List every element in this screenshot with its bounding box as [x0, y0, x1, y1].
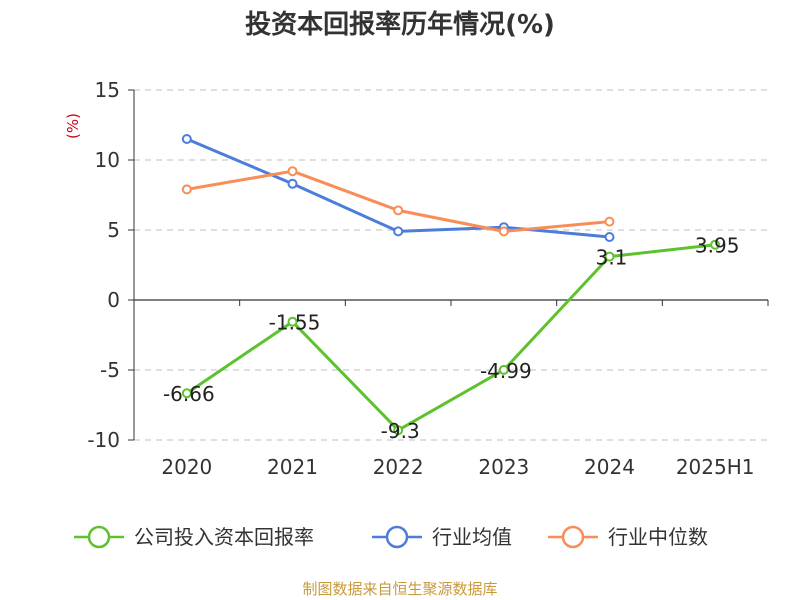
x-tick-label: 2022: [373, 455, 424, 479]
legend-label: 公司投入资本回报率: [134, 525, 314, 549]
data-point[interactable]: [287, 178, 298, 189]
series-line-0: [185, 243, 716, 432]
data-point[interactable]: [393, 425, 404, 436]
data-point[interactable]: [393, 226, 404, 237]
y-tick-label: -5: [100, 358, 120, 382]
data-point[interactable]: [604, 216, 615, 227]
legend-label: 行业均值: [432, 525, 512, 549]
data-point[interactable]: [287, 166, 298, 177]
series-line-2: [186, 169, 610, 233]
legend[interactable]: 公司投入资本回报率 行业均值 行业中位数: [74, 525, 708, 549]
y-axis-label: (%): [64, 113, 82, 139]
grid: [134, 89, 768, 441]
data-point[interactable]: [181, 184, 192, 195]
legend-item-1[interactable]: 行业均值: [372, 525, 512, 549]
data-labels: -6.66 -1.55 -9.3 -4.99 3.1 3.95: [163, 234, 739, 444]
y-tick-label: 0: [107, 288, 120, 312]
series-line-1: [186, 137, 610, 239]
x-tick-label: 2024: [584, 455, 635, 479]
x-tick-label: 2021: [267, 455, 318, 479]
data-point[interactable]: [287, 316, 298, 327]
legend-marker: [561, 525, 585, 549]
y-tick-label: 10: [95, 148, 120, 172]
chart-title: 投资本回报率历年情况(%): [245, 9, 555, 40]
x-tick-label: 2023: [478, 455, 529, 479]
data-point[interactable]: [604, 251, 615, 262]
data-point[interactable]: [181, 388, 192, 399]
axes: 15 10 5 0 -5 -10 2020 2021 2022 2023 2024 2025H1: [87, 78, 769, 479]
legend-label: 行业中位数: [608, 525, 708, 549]
series-layer: [181, 134, 721, 436]
data-point[interactable]: [181, 134, 192, 144]
x-tick-label: 2025H1: [676, 455, 755, 479]
data-point[interactable]: [393, 205, 404, 216]
data-point[interactable]: [498, 364, 509, 375]
data-point[interactable]: [498, 226, 509, 237]
data-label: -6.66: [163, 382, 215, 406]
data-label: -4.99: [480, 359, 532, 383]
legend-marker: [385, 525, 409, 549]
y-tick-label: 15: [95, 78, 120, 102]
x-tick-label: 2020: [161, 455, 212, 479]
y-tick-label: -10: [87, 428, 120, 452]
data-point[interactable]: [710, 239, 721, 250]
data-label: 3.1: [596, 246, 628, 270]
source-note: 制图数据来自恒生聚源数据库: [302, 580, 497, 598]
data-label: -1.55: [269, 311, 321, 335]
y-tick-label: 5: [107, 218, 120, 242]
legend-item-0[interactable]: 公司投入资本回报率: [74, 525, 314, 549]
legend-item-2[interactable]: 行业中位数: [548, 525, 708, 549]
legend-marker: [87, 525, 111, 549]
data-point[interactable]: [604, 232, 615, 242]
data-label: -9.3: [381, 419, 420, 443]
data-label: 3.95: [695, 234, 740, 258]
